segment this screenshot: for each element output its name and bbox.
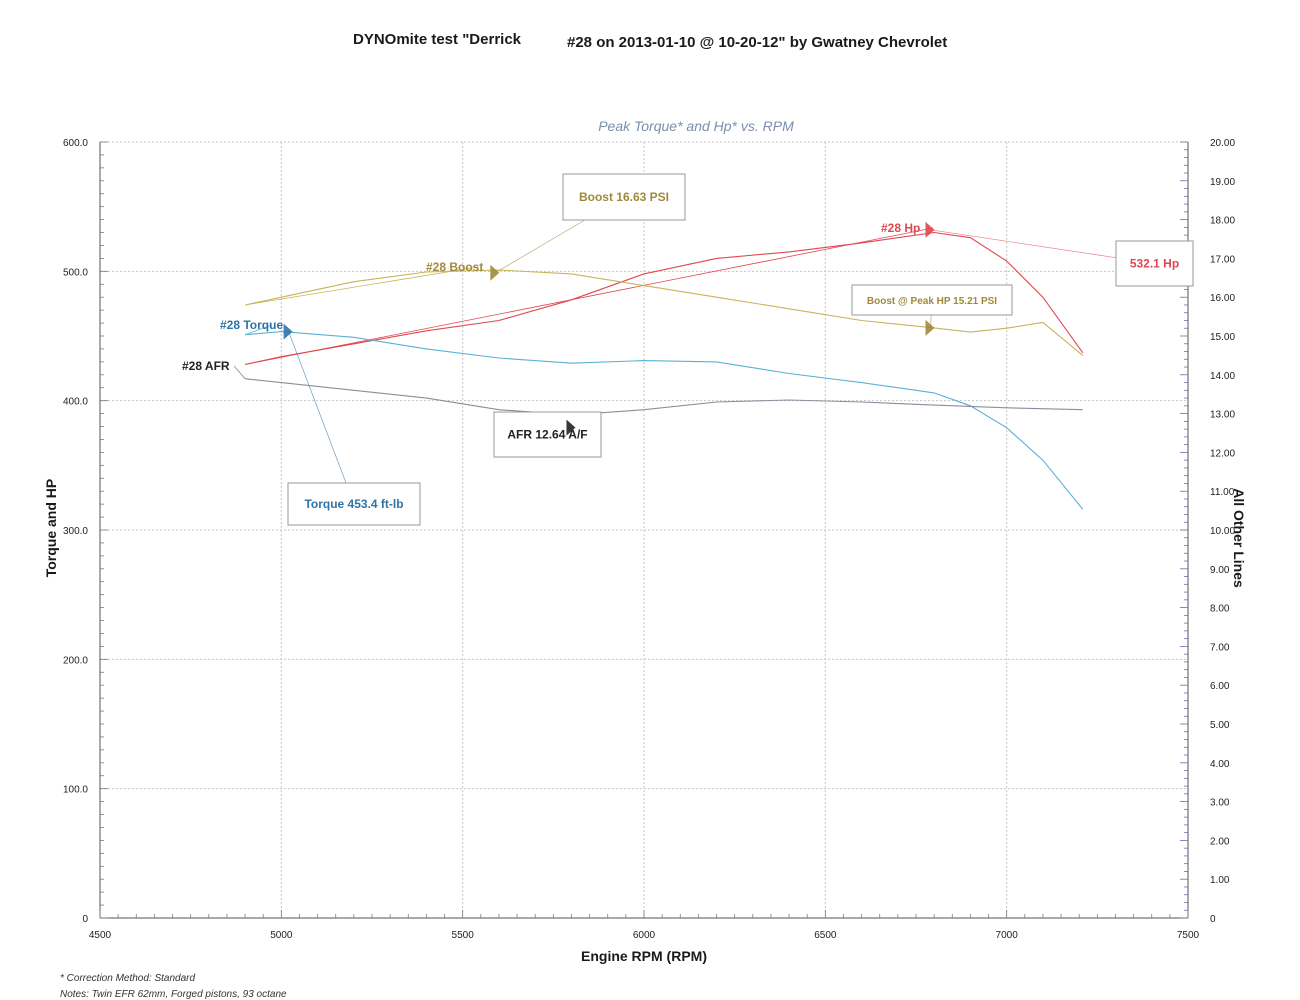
chart-grid <box>100 141 1188 918</box>
annotation-box <box>1115 240 1194 287</box>
y-right-tick-label: 5.00 <box>1210 720 1230 731</box>
series-label-leader <box>244 324 273 336</box>
series-line-n28-torque <box>245 331 1084 510</box>
y-left-tick-label: 0 <box>82 914 88 925</box>
x-tick-label: 6500 <box>814 930 837 941</box>
chart-title: Peak Torque* and Hp* vs. RPM <box>598 118 794 134</box>
x-tick-label: 5500 <box>452 930 475 941</box>
y-left-tick-label: 500.0 <box>63 267 88 278</box>
y-right-tick-label: 16.00 <box>1210 293 1235 304</box>
y-right-tick-label: 19.00 <box>1210 177 1235 188</box>
y-axis-right-title: All Other Lines <box>1231 488 1247 588</box>
x-tick-label: 4500 <box>89 930 112 941</box>
x-tick-label: 7000 <box>996 930 1019 941</box>
annotation-box <box>851 284 1013 316</box>
chart-axes: 4500 5000 5500 6000 6500 7000 7500 0 100.0 200.0 3… <box>43 118 1247 964</box>
y-right-tick-label: 8.00 <box>1210 604 1230 615</box>
y-right-tick-label: 12.00 <box>1210 448 1235 459</box>
y-left-tick-label: 400.0 <box>63 397 88 408</box>
series-label: #28 Hp <box>881 221 920 235</box>
y-right-tick-label: 13.00 <box>1210 410 1235 421</box>
series-label-leader <box>244 227 934 365</box>
y-right-tick-label: 2.00 <box>1210 836 1230 847</box>
y-right-tick-label: 15.00 <box>1210 332 1235 343</box>
y-right-tick-label: 14.00 <box>1210 371 1235 382</box>
y-right-tick-label: 7.00 <box>1210 642 1230 653</box>
y-right-tick-label: 0 <box>1210 914 1216 925</box>
annotation-marker <box>283 323 293 340</box>
annotation-text: Torque 453.4 ft-lb <box>304 497 403 511</box>
x-axis-title: Engine RPM (RPM) <box>581 948 707 964</box>
series-line-n28-hp <box>244 231 1084 366</box>
footnote-correction: * Correction Method: Standard <box>60 973 196 984</box>
annotation-marker <box>925 319 935 336</box>
chart-annotations: Boost 16.63 PSI Boost @ Peak HP 15.21 PSI… <box>283 173 1194 526</box>
annotation-text: Boost @ Peak HP 15.21 PSI <box>867 296 997 307</box>
x-tick-label: 6000 <box>633 930 656 941</box>
report-title-part1: DYNOmite test "Derrick <box>353 31 522 48</box>
y-right-tick-label: 20.00 <box>1210 138 1235 149</box>
series-label-leader <box>233 365 246 379</box>
y-left-tick-label: 600.0 <box>63 138 88 149</box>
annotation-leader <box>288 331 355 505</box>
series-line-n28-boost <box>244 269 1084 356</box>
y-right-tick-label: 9.00 <box>1210 565 1230 576</box>
y-right-tick-label: 18.00 <box>1210 216 1235 227</box>
footnote-notes: Notes: Twin EFR 62mm, Forged pistons, 93… <box>60 989 287 1000</box>
y-right-tick-label: 10.00 <box>1210 526 1235 537</box>
y-left-tick-label: 100.0 <box>63 785 88 796</box>
x-tick-label: 5000 <box>270 930 293 941</box>
annotation-marker <box>490 264 500 281</box>
annotation-box <box>287 482 421 526</box>
annotation-text: AFR 12.64 A/F <box>507 428 587 442</box>
y-right-tick-label: 11.00 <box>1210 487 1235 498</box>
annotation-box <box>493 411 602 458</box>
y-right-tick-label: 6.00 <box>1210 681 1230 692</box>
series-label: #28 Boost <box>426 260 483 274</box>
y-left-tick-label: 200.0 <box>63 655 88 666</box>
annotation-text: Boost 16.63 PSI <box>579 190 669 204</box>
y-axis-left-title: Torque and HP <box>43 479 59 578</box>
chart-series: #28 Hp #28 Torque #28 Boost #28 AFR <box>182 221 1084 510</box>
series-line-n28-afr <box>245 378 1083 416</box>
annotation-box <box>562 173 686 221</box>
y-left-tick-label: 300.0 <box>63 526 88 537</box>
report-title-part2: #28 on 2013-01-10 @ 10-20-12" by Gwatney… <box>567 34 948 51</box>
y-right-tick-label: 1.00 <box>1210 875 1230 886</box>
annotation-marker <box>566 419 576 436</box>
y-right-tick-label: 17.00 <box>1210 254 1235 265</box>
annotation-marker <box>925 221 935 238</box>
y-right-tick-label: 4.00 <box>1210 759 1230 770</box>
annotation-text: 532.1 Hp <box>1130 257 1179 271</box>
series-label-leader <box>245 266 479 306</box>
x-tick-label: 7500 <box>1177 930 1200 941</box>
y-right-tick-label: 3.00 <box>1210 798 1230 809</box>
series-label: #28 Torque <box>220 318 283 332</box>
series-label: #28 AFR <box>182 359 230 373</box>
